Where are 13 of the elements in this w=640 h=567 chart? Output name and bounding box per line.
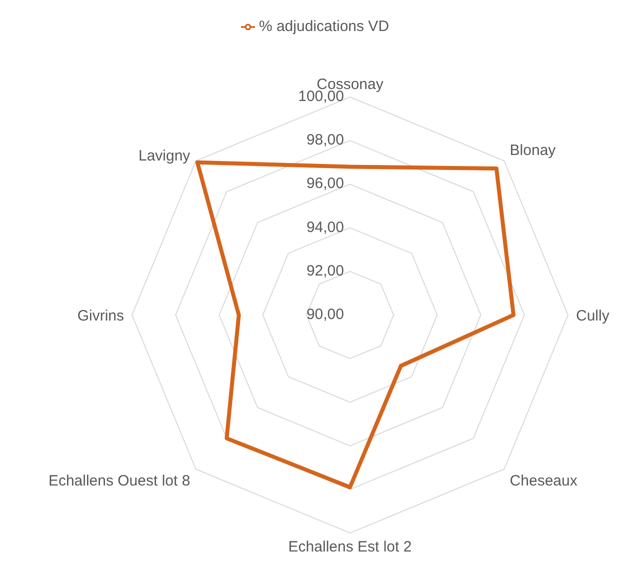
y-tick-label: 90,00 (306, 306, 344, 323)
spoke-label: Blonay (510, 142, 556, 160)
y-tick-label: 96,00 (306, 175, 344, 192)
legend-label: % adjudications VD (258, 18, 390, 35)
spoke-label: Echallens Ouest lot 8 (48, 472, 190, 490)
spoke-label: Cully (576, 307, 610, 324)
y-tick-label: 94,00 (306, 218, 344, 236)
y-tick-label: 92,00 (306, 262, 344, 280)
spoke-label: Lavigny (138, 148, 191, 165)
y-tick-label: 98,00 (306, 132, 344, 149)
spoke-label: Givrins (77, 307, 124, 324)
spoke-label: Echallens Est lot 2 (288, 538, 412, 556)
spoke-label: Cheseaux (510, 472, 578, 490)
